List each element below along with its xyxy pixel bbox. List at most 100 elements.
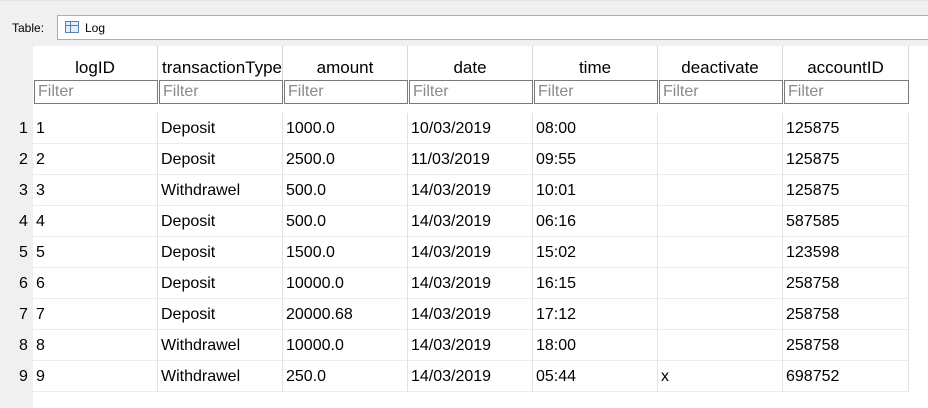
table-row[interactable]: 1 1 Deposit 1000.0 10/03/2019 08:00 125875	[0, 113, 909, 144]
table-cell-transactionType[interactable]: Deposit	[158, 206, 283, 237]
filter-input-3[interactable]	[409, 80, 533, 104]
data-grid: logIDtransactionTypeamountdatetimedeacti…	[0, 46, 928, 408]
table-cell-time[interactable]: 09:55	[533, 144, 658, 175]
table-cell-logID[interactable]: 2	[33, 144, 158, 175]
table-cell-date[interactable]: 14/03/2019	[408, 237, 533, 268]
column-header-5[interactable]: deactivate	[658, 46, 783, 80]
filter-input-0[interactable]	[34, 80, 158, 104]
column-header-0[interactable]: logID	[33, 46, 158, 80]
table-cell-accountID[interactable]: 258758	[783, 299, 909, 330]
table-cell-accountID[interactable]: 698752	[783, 361, 909, 392]
column-header-4[interactable]: time	[533, 46, 658, 80]
table-cell-deactivate[interactable]	[658, 175, 783, 206]
table-cell-transactionType[interactable]: Deposit	[158, 237, 283, 268]
filter-input-6[interactable]	[784, 80, 909, 104]
table-cell-logID[interactable]: 4	[33, 206, 158, 237]
table-cell-logID[interactable]: 1	[33, 113, 158, 144]
table-cell-logID[interactable]: 7	[33, 299, 158, 330]
table-row[interactable]: 4 4 Deposit 500.0 14/03/2019 06:16 587585	[0, 206, 909, 237]
table-cell-transactionType[interactable]: Deposit	[158, 299, 283, 330]
table-cell-deactivate[interactable]: x	[658, 361, 783, 392]
table-cell-accountID[interactable]: 587585	[783, 206, 909, 237]
table-cell-amount[interactable]: 1500.0	[283, 237, 408, 268]
table-cell-logID[interactable]: 9	[33, 361, 158, 392]
table-cell-accountID[interactable]: 258758	[783, 268, 909, 299]
filter-input-4[interactable]	[534, 80, 658, 104]
table-cell-amount[interactable]: 10000.0	[283, 268, 408, 299]
table-cell-transactionType[interactable]: Deposit	[158, 113, 283, 144]
table-cell-amount[interactable]: 10000.0	[283, 330, 408, 361]
table-cell-transactionType[interactable]: Deposit	[158, 268, 283, 299]
table-cell-date[interactable]: 14/03/2019	[408, 268, 533, 299]
column-header-3[interactable]: date	[408, 46, 533, 80]
table-cell-date[interactable]: 14/03/2019	[408, 361, 533, 392]
table-cell-deactivate[interactable]	[658, 113, 783, 144]
table-cell-time[interactable]: 06:16	[533, 206, 658, 237]
table-row[interactable]: 6 6 Deposit 10000.0 14/03/2019 16:15 258758	[0, 268, 909, 299]
table-cell-amount[interactable]: 20000.68	[283, 299, 408, 330]
table-cell-accountID[interactable]: 123598	[783, 237, 909, 268]
table-cell-logID[interactable]: 5	[33, 237, 158, 268]
table-row[interactable]: 7 7 Deposit 20000.68 14/03/2019 17:12 258758	[0, 299, 909, 330]
table-cell-time[interactable]: 15:02	[533, 237, 658, 268]
column-header-1[interactable]: transactionType	[158, 46, 283, 80]
table-cell-accountID[interactable]: 125875	[783, 175, 909, 206]
table-selector[interactable]: Log	[57, 15, 928, 40]
table-cell-date[interactable]: 14/03/2019	[408, 330, 533, 361]
row-number[interactable]: 4	[19, 213, 28, 230]
table-cell-transactionType[interactable]: Withdrawel	[158, 175, 283, 206]
table-cell-time[interactable]: 05:44	[533, 361, 658, 392]
grid-corner[interactable]	[0, 46, 33, 110]
row-number[interactable]: 2	[19, 151, 28, 168]
table-cell-accountID[interactable]: 258758	[783, 330, 909, 361]
table-cell-accountID[interactable]: 125875	[783, 144, 909, 175]
table-cell-transactionType[interactable]: Withdrawel	[158, 361, 283, 392]
table-cell-deactivate[interactable]	[658, 330, 783, 361]
table-cell-date[interactable]: 14/03/2019	[408, 175, 533, 206]
row-number[interactable]: 9	[19, 368, 28, 385]
column-header-2[interactable]: amount	[283, 46, 408, 80]
table-cell-logID[interactable]: 8	[33, 330, 158, 361]
table-cell-amount[interactable]: 250.0	[283, 361, 408, 392]
table-cell-deactivate[interactable]	[658, 237, 783, 268]
table-cell-transactionType[interactable]: Deposit	[158, 144, 283, 175]
table-cell-deactivate[interactable]	[658, 206, 783, 237]
table-cell-date[interactable]: 14/03/2019	[408, 299, 533, 330]
table-cell-time[interactable]: 10:01	[533, 175, 658, 206]
row-number[interactable]: 6	[19, 275, 28, 292]
row-number[interactable]: 1	[19, 120, 28, 137]
table-row[interactable]: 9 9 Withdrawel 250.0 14/03/2019 05:44 x 698752	[0, 361, 909, 392]
table-cell-transactionType[interactable]: Withdrawel	[158, 330, 283, 361]
table-cell-logID[interactable]: 3	[33, 175, 158, 206]
table-cell-amount[interactable]: 500.0	[283, 175, 408, 206]
table-cell-date[interactable]: 14/03/2019	[408, 206, 533, 237]
table-cell-time[interactable]: 17:12	[533, 299, 658, 330]
table-cell-time[interactable]: 08:00	[533, 113, 658, 144]
row-number[interactable]: 7	[19, 306, 28, 323]
table-cell-date[interactable]: 11/03/2019	[408, 144, 533, 175]
table-cell-amount[interactable]: 2500.0	[283, 144, 408, 175]
table-row[interactable]: 3 3 Withdrawel 500.0 14/03/2019 10:01 125875	[0, 175, 909, 206]
table-cell-time[interactable]: 16:15	[533, 268, 658, 299]
table-row[interactable]: 2 2 Deposit 2500.0 11/03/2019 09:55 125875	[0, 144, 909, 175]
table-row[interactable]: 5 5 Deposit 1500.0 14/03/2019 15:02 123598	[0, 237, 909, 268]
table-cell-accountID[interactable]: 125875	[783, 113, 909, 144]
row-number[interactable]: 8	[19, 337, 28, 354]
table-name: Log	[85, 21, 106, 35]
row-number[interactable]: 3	[19, 182, 28, 199]
table-cell-amount[interactable]: 500.0	[283, 206, 408, 237]
filter-input-2[interactable]	[284, 80, 408, 104]
column-header-6[interactable]: accountID	[783, 46, 909, 80]
filter-input-1[interactable]	[159, 80, 283, 104]
table-cell-deactivate[interactable]	[658, 299, 783, 330]
table-cell-deactivate[interactable]	[658, 268, 783, 299]
row-header-column	[0, 110, 33, 408]
table-cell-deactivate[interactable]	[658, 144, 783, 175]
table-cell-amount[interactable]: 1000.0	[283, 113, 408, 144]
table-cell-time[interactable]: 18:00	[533, 330, 658, 361]
table-row[interactable]: 8 8 Withdrawel 10000.0 14/03/2019 18:00 258758	[0, 330, 909, 361]
filter-input-5[interactable]	[659, 80, 783, 104]
table-cell-date[interactable]: 10/03/2019	[408, 113, 533, 144]
row-number[interactable]: 5	[19, 244, 28, 261]
table-cell-logID[interactable]: 6	[33, 268, 158, 299]
